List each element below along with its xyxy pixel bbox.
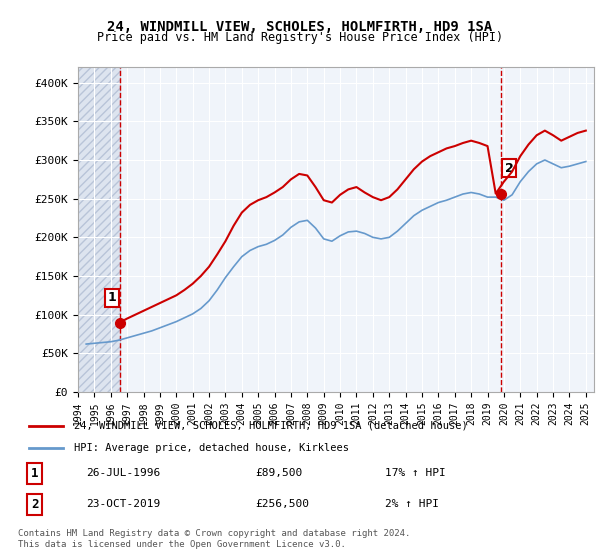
Text: 26-JUL-1996: 26-JUL-1996 xyxy=(86,468,160,478)
Text: 24, WINDMILL VIEW, SCHOLES, HOLMFIRTH, HD9 1SA (detached house): 24, WINDMILL VIEW, SCHOLES, HOLMFIRTH, H… xyxy=(74,421,468,431)
Bar xyxy=(78,67,120,392)
Text: 2: 2 xyxy=(505,162,514,175)
Text: £89,500: £89,500 xyxy=(255,468,302,478)
Text: Contains HM Land Registry data © Crown copyright and database right 2024.
This d: Contains HM Land Registry data © Crown c… xyxy=(18,529,410,549)
Text: 1: 1 xyxy=(31,467,38,480)
Text: 2% ↑ HPI: 2% ↑ HPI xyxy=(385,500,439,509)
Text: £256,500: £256,500 xyxy=(255,500,309,509)
Text: 1: 1 xyxy=(107,291,116,304)
Text: Price paid vs. HM Land Registry's House Price Index (HPI): Price paid vs. HM Land Registry's House … xyxy=(97,31,503,44)
Bar xyxy=(78,67,120,392)
Text: 23-OCT-2019: 23-OCT-2019 xyxy=(86,500,160,509)
Text: 24, WINDMILL VIEW, SCHOLES, HOLMFIRTH, HD9 1SA: 24, WINDMILL VIEW, SCHOLES, HOLMFIRTH, H… xyxy=(107,20,493,34)
Text: HPI: Average price, detached house, Kirklees: HPI: Average price, detached house, Kirk… xyxy=(74,443,349,453)
Text: 17% ↑ HPI: 17% ↑ HPI xyxy=(385,468,445,478)
Text: 2: 2 xyxy=(31,498,38,511)
